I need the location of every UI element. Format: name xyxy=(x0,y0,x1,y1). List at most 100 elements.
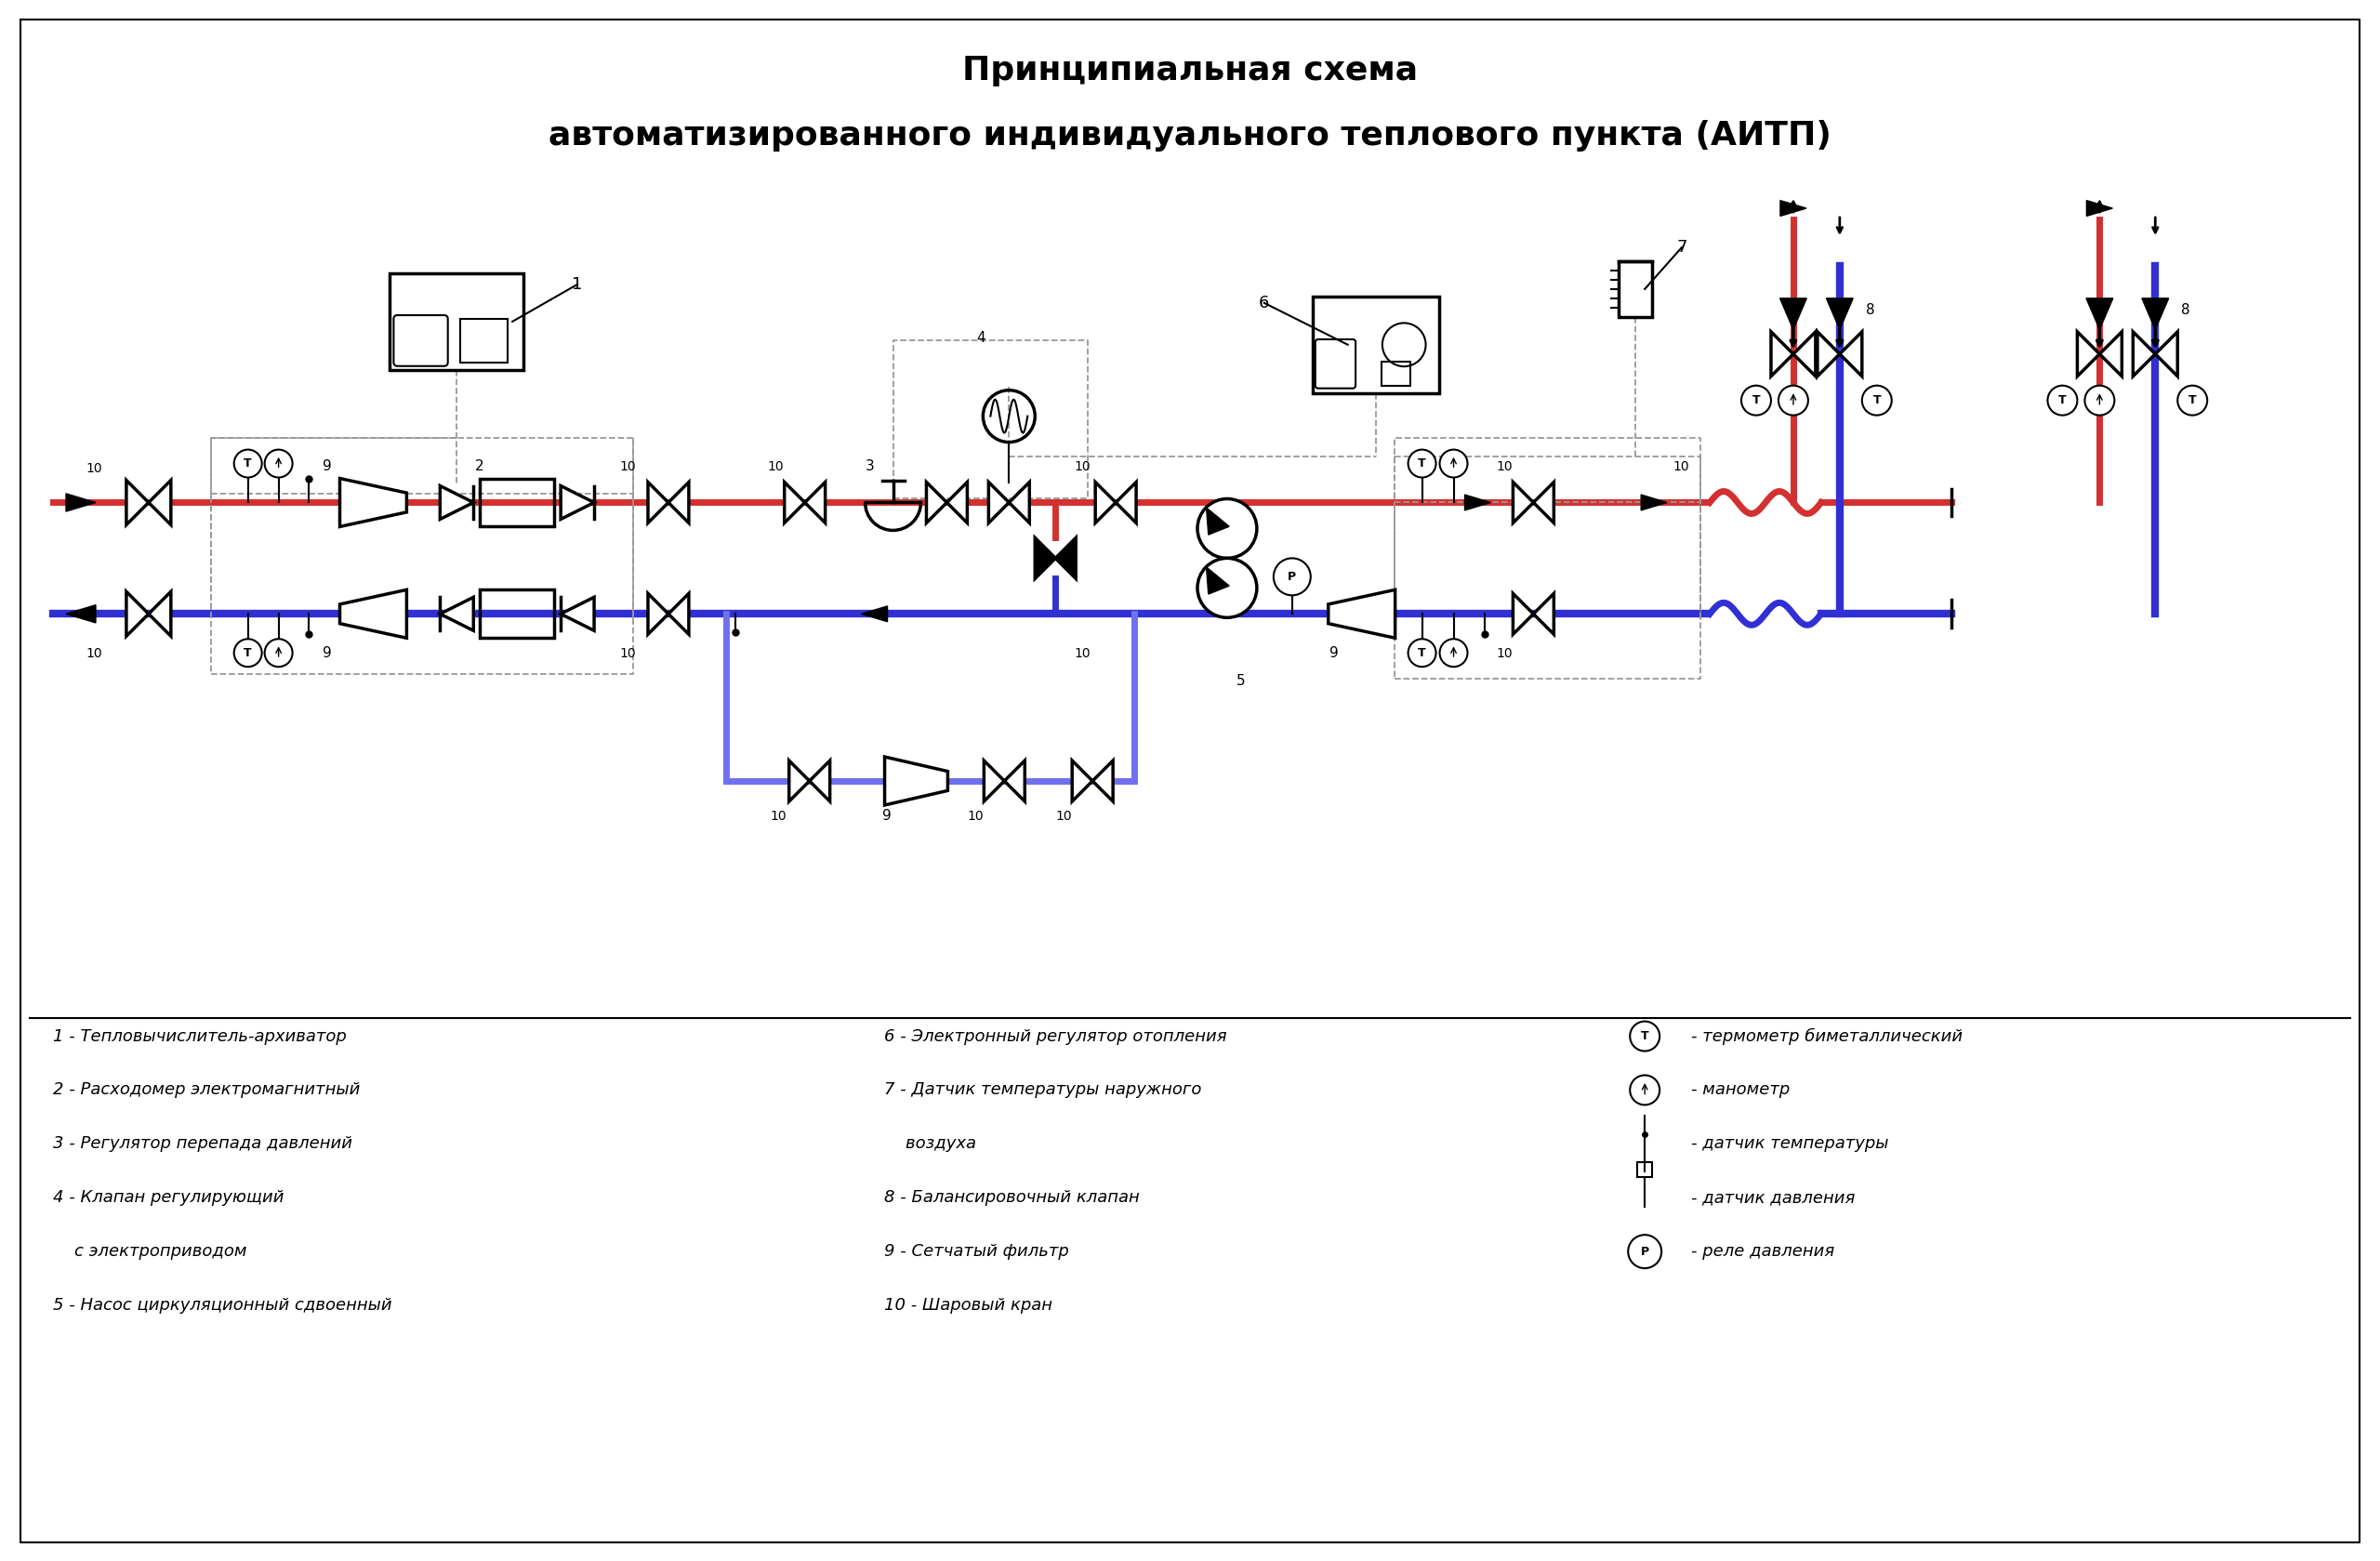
Polygon shape xyxy=(785,482,804,523)
Polygon shape xyxy=(67,493,95,512)
Text: автоматизированного индивидуального теплового пункта (АИТП): автоматизированного индивидуального тепл… xyxy=(547,120,1833,151)
Polygon shape xyxy=(2156,332,2178,376)
Circle shape xyxy=(233,450,262,478)
Text: 4 - Клапан регулирующий: 4 - Клапан регулирующий xyxy=(52,1189,283,1207)
Polygon shape xyxy=(148,592,171,637)
Polygon shape xyxy=(126,592,148,637)
Polygon shape xyxy=(1054,539,1076,579)
Polygon shape xyxy=(440,598,474,631)
Text: 2: 2 xyxy=(476,459,483,473)
Text: 10: 10 xyxy=(86,648,102,660)
Polygon shape xyxy=(647,593,669,634)
Polygon shape xyxy=(1780,298,1806,329)
Text: 10: 10 xyxy=(769,460,783,473)
Polygon shape xyxy=(885,757,947,805)
Text: T: T xyxy=(2187,395,2197,406)
Circle shape xyxy=(2047,386,2078,415)
Polygon shape xyxy=(1092,760,1114,801)
Circle shape xyxy=(264,638,293,667)
Polygon shape xyxy=(1780,200,1806,215)
Polygon shape xyxy=(647,482,669,523)
Text: 5 - Насос циркуляционный сдвоенный: 5 - Насос циркуляционный сдвоенный xyxy=(52,1297,393,1314)
Polygon shape xyxy=(1792,332,1816,376)
Text: T: T xyxy=(243,646,252,659)
Polygon shape xyxy=(1035,539,1054,579)
Text: 1: 1 xyxy=(571,276,583,293)
Circle shape xyxy=(1409,450,1435,478)
Circle shape xyxy=(2178,386,2206,415)
Polygon shape xyxy=(1071,760,1092,801)
Text: 10 - Шаровый кран: 10 - Шаровый кран xyxy=(883,1297,1052,1314)
Polygon shape xyxy=(983,760,1004,801)
Text: T: T xyxy=(1418,457,1426,470)
Text: 10: 10 xyxy=(619,648,635,660)
Polygon shape xyxy=(1207,507,1228,535)
Bar xyxy=(1618,261,1652,317)
Text: 10: 10 xyxy=(86,462,102,475)
Polygon shape xyxy=(1533,482,1554,523)
Polygon shape xyxy=(2099,332,2123,376)
Circle shape xyxy=(1197,500,1257,559)
Polygon shape xyxy=(862,606,888,621)
Polygon shape xyxy=(1825,298,1854,329)
Polygon shape xyxy=(1818,332,1840,376)
Polygon shape xyxy=(1464,495,1490,510)
Polygon shape xyxy=(1009,482,1031,523)
Text: с электроприводом: с электроприводом xyxy=(52,1243,248,1260)
Text: воздуха: воздуха xyxy=(883,1135,976,1152)
Text: - датчик температуры: - датчик температуры xyxy=(1692,1135,1890,1152)
Polygon shape xyxy=(1642,495,1666,510)
Text: - реле давления: - реле давления xyxy=(1692,1243,1835,1260)
Polygon shape xyxy=(148,481,171,524)
Polygon shape xyxy=(1095,482,1116,523)
Polygon shape xyxy=(126,481,148,524)
Circle shape xyxy=(2085,386,2113,415)
Text: 9: 9 xyxy=(321,459,331,473)
Text: 6 - Электронный регулятор отопления: 6 - Электронный регулятор отопления xyxy=(883,1027,1226,1044)
Polygon shape xyxy=(1840,332,1861,376)
Text: 4: 4 xyxy=(976,331,985,345)
Text: 1 - Тепловычислитель-архиватор: 1 - Тепловычислитель-архиватор xyxy=(52,1027,347,1044)
Bar xyxy=(1637,1163,1652,1177)
Text: 10: 10 xyxy=(1497,460,1514,473)
Bar xyxy=(481,478,555,526)
Text: 10: 10 xyxy=(1073,648,1090,660)
Text: 9: 9 xyxy=(1328,646,1338,660)
Text: - манометр: - манометр xyxy=(1692,1082,1790,1099)
Text: T: T xyxy=(243,457,252,470)
Polygon shape xyxy=(340,478,407,526)
Text: 9: 9 xyxy=(321,646,331,660)
Polygon shape xyxy=(1533,593,1554,634)
Text: T: T xyxy=(1752,395,1761,406)
Circle shape xyxy=(1273,559,1311,595)
Polygon shape xyxy=(947,482,966,523)
Text: 10: 10 xyxy=(966,810,983,823)
Polygon shape xyxy=(809,760,831,801)
Bar xyxy=(459,318,507,362)
Text: 9 - Сетчатый фильтр: 9 - Сетчатый фильтр xyxy=(883,1243,1069,1260)
Text: 9: 9 xyxy=(883,809,890,823)
Polygon shape xyxy=(669,593,688,634)
Text: P: P xyxy=(1640,1246,1649,1258)
Circle shape xyxy=(1440,450,1468,478)
Polygon shape xyxy=(1207,567,1228,595)
Circle shape xyxy=(264,450,293,478)
Text: Принципиальная схема: Принципиальная схема xyxy=(962,55,1418,87)
Circle shape xyxy=(1409,638,1435,667)
Text: 10: 10 xyxy=(771,810,788,823)
Text: 10: 10 xyxy=(619,460,635,473)
Text: T: T xyxy=(1873,395,1880,406)
Text: - датчик давления: - датчик давления xyxy=(1692,1189,1854,1207)
Bar xyxy=(390,273,524,370)
Polygon shape xyxy=(340,590,407,638)
Text: 7 - Датчик температуры наружного: 7 - Датчик температуры наружного xyxy=(883,1082,1202,1099)
Text: T: T xyxy=(1640,1030,1649,1043)
Polygon shape xyxy=(440,485,474,520)
Text: 5: 5 xyxy=(1235,674,1245,688)
Polygon shape xyxy=(562,485,595,520)
Text: 6: 6 xyxy=(1259,295,1269,311)
Polygon shape xyxy=(2132,332,2156,376)
Text: 3: 3 xyxy=(866,459,873,473)
Circle shape xyxy=(1197,559,1257,618)
Polygon shape xyxy=(1514,482,1533,523)
